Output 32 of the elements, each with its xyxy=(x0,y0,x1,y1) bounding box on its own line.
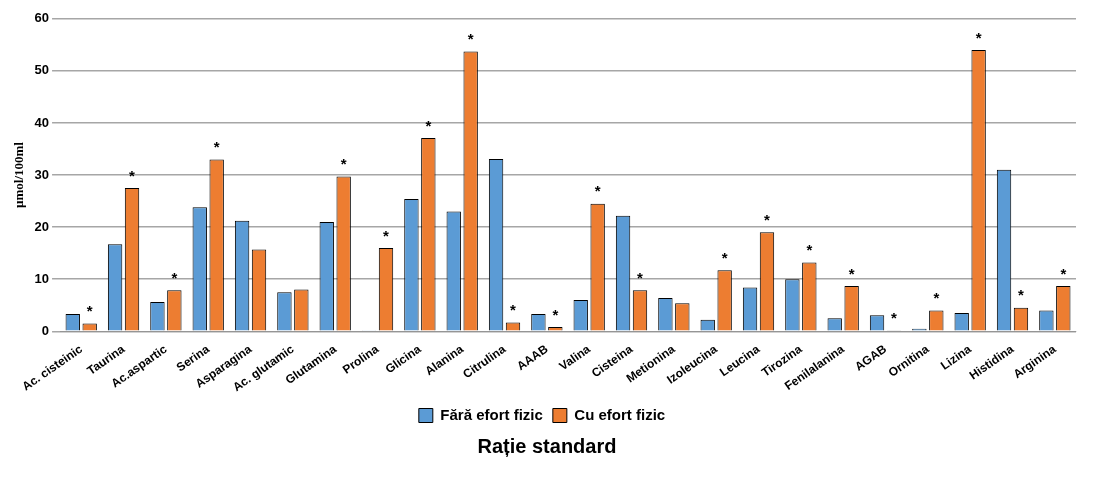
y-tick-label: 40 xyxy=(34,114,50,130)
y-tick-label: 20 xyxy=(34,218,50,234)
annotation: * xyxy=(171,268,178,286)
annotation: * xyxy=(552,305,559,323)
annotation: * xyxy=(848,264,855,282)
y-tick-label: 60 xyxy=(34,10,50,26)
annotation: * xyxy=(383,226,390,244)
annotation: * xyxy=(340,155,347,173)
annotation: * xyxy=(933,289,940,307)
legend-label: Cu efort fizic xyxy=(574,405,666,423)
annotation: * xyxy=(425,116,432,134)
annotation: * xyxy=(721,248,728,266)
annotation: * xyxy=(213,138,220,156)
y-tick-label: 30 xyxy=(34,166,50,182)
annotation: * xyxy=(510,301,517,319)
annotation: * xyxy=(1018,286,1025,304)
y-tick-label: 10 xyxy=(34,270,50,286)
annotation: * xyxy=(1060,264,1067,282)
annotation: * xyxy=(637,268,644,286)
y-axis-title: µmol/100ml xyxy=(11,141,27,209)
annotation: * xyxy=(594,182,601,200)
y-tick-label: 0 xyxy=(41,322,50,338)
y-tick-label: 50 xyxy=(34,62,50,78)
annotation: * xyxy=(891,308,898,326)
annotation: * xyxy=(764,210,771,228)
x-axis-title: Rație standard xyxy=(476,435,618,458)
annotation: * xyxy=(806,241,813,259)
legend-label: Fără efort fizic xyxy=(440,405,543,423)
annotation: * xyxy=(467,30,474,48)
annotation: * xyxy=(86,302,93,320)
annotation: * xyxy=(975,28,982,46)
annotation: * xyxy=(129,166,136,184)
